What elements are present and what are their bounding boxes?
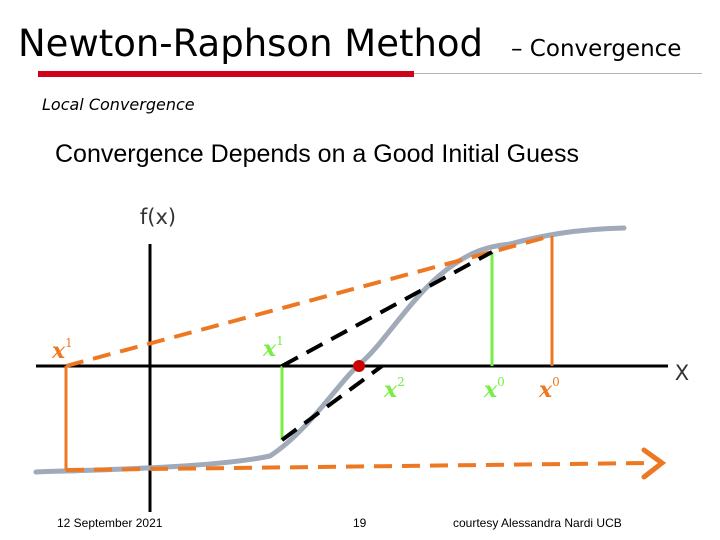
label-x1-mid-base: x — [262, 336, 277, 362]
black-tangent-line-1 — [281, 250, 493, 368]
title-bar: Newton-Raphson Method – Convergence — [0, 18, 720, 78]
root-marker — [353, 360, 365, 372]
y-axis-label: f(x) — [140, 205, 176, 229]
footer-date: 12 September 2021 — [57, 516, 163, 530]
label-x2-base: x — [383, 377, 398, 403]
section-label: Local Convergence — [42, 95, 195, 114]
label-x0-green-base: x — [483, 377, 498, 403]
x-axis-label: X — [675, 361, 689, 385]
label-x2-sup: 2 — [397, 375, 405, 389]
label-x0-orange: x0 — [538, 375, 560, 403]
label-x1-mid: x1 — [262, 334, 284, 362]
orange-divergence-line — [65, 461, 651, 472]
orange-arrow-head-icon — [641, 447, 667, 480]
label-x1-left-base: x — [51, 338, 66, 364]
function-curve — [33, 225, 627, 475]
label-x0-green-sup: 0 — [497, 375, 505, 389]
label-x0-orange-base: x — [538, 377, 553, 403]
label-x1-left: x1 — [51, 336, 73, 364]
slide-heading: Convergence Depends on a Good Initial Gu… — [55, 140, 579, 168]
label-x1-left-sup: 1 — [65, 336, 73, 350]
slide-title-suffix: – Convergence — [511, 36, 682, 62]
title-underline-thin — [414, 73, 702, 74]
label-x0-orange-sup: 0 — [552, 375, 560, 389]
title-underline-accent — [38, 71, 414, 77]
slide-title: Newton-Raphson Method — [18, 22, 484, 65]
orange-tangent-line — [65, 234, 552, 368]
label-x0-green: x0 — [483, 375, 505, 403]
footer-credit: courtesy Alessandra Nardi UCB — [453, 516, 622, 530]
footer-page-number: 19 — [353, 516, 367, 530]
black-tangent-line-2 — [280, 364, 384, 442]
label-x2: x2 — [383, 375, 405, 403]
label-x1-mid-sup: 1 — [276, 334, 284, 348]
